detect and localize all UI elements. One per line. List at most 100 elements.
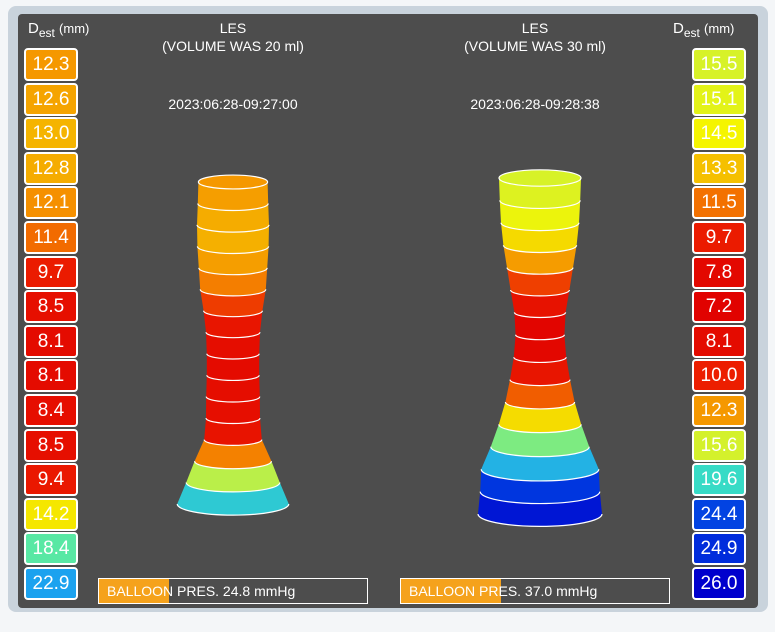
ring-line [206,374,260,382]
ring-line [515,334,565,341]
ring-line [196,224,270,233]
pressure-fill [99,579,169,603]
balloon-segment [507,267,573,296]
diameter-label: 8.4 [24,394,78,427]
diameter-label: 12.3 [692,394,746,427]
ring-line [198,267,268,276]
balloon-top [498,169,582,187]
ring-line [194,460,272,470]
ring-line [185,482,281,493]
balloon-segment [505,379,575,409]
balloon-segment [200,289,266,317]
ring-line [477,513,603,527]
balloon-segment [498,402,582,433]
diameter-label: 11.4 [24,221,78,254]
balloon-segment [198,267,268,296]
diameter-label: 13.3 [692,151,746,185]
title: LES [219,20,247,36]
diameter-label: 24.9 [692,532,746,566]
subtitle: (VOLUME WAS 20 ml) [162,38,304,54]
diameter-label: 12.8 [24,151,78,185]
diameter-label: 12.6 [24,82,78,116]
ring-line [479,491,601,505]
balloon-segment [177,482,289,516]
balloon-segment [197,224,269,254]
balloon-segment [197,182,269,211]
ring-line [206,353,260,360]
ring-line [513,356,567,364]
ring-line [500,222,580,232]
balloon-segment [206,332,260,359]
diameter-label: 15.6 [692,428,746,462]
ring-line [203,439,263,446]
balloon-segment [513,334,567,363]
right-header: Dest (mm) [673,20,734,40]
diameter-label: 8.1 [24,324,78,358]
pressure-box: BALLOON PRES. 37.0 mmHg [400,578,670,604]
header-unit: (mm) [704,21,735,36]
ring-line [199,289,267,297]
balloon-segment [206,353,260,381]
diameter-label: 15.1 [692,82,746,116]
header-subscript: est [683,26,700,40]
timestamp: 2023:06:28-09:27:00 [168,96,298,112]
header-unit: (mm) [59,21,90,36]
diameter-label: 10.0 [692,359,746,393]
balloon-segment [186,461,280,492]
pressure-label: BALLOON PRES. 37.0 mmHg [409,583,598,599]
diameter-label: 22.9 [24,567,78,600]
diameter-label: 11.5 [692,186,746,220]
ring-line [205,417,261,425]
display-panel: Dest (mm) Dest (mm) LES (VOLUME WAS 20 m… [18,14,758,608]
balloon-segment [206,396,260,424]
diameter-label: 9.7 [24,255,78,289]
balloon-segment [194,439,272,469]
diameter-label: 18.4 [24,532,78,566]
ring-line [176,503,290,516]
balloon-segment [501,222,579,253]
pressure-box: BALLOON PRES. 24.8 mmHg [98,578,368,604]
header-symbol: D [28,20,39,37]
balloon-view [176,169,603,527]
balloon-segment [206,375,260,403]
left-header: Dest (mm) [28,20,89,40]
ring-line [480,469,600,482]
balloon-segment [204,418,262,446]
subtitle: (VOLUME WAS 30 ml) [464,38,606,54]
diameter-label: 8.1 [692,324,746,358]
balloon-segment [197,203,269,233]
balloon-segment [481,446,599,481]
ring-line [203,310,263,318]
header-symbol: D [673,20,684,37]
pressure-label: BALLOON PRES. 24.8 mmHg [107,583,296,599]
ring-line [196,246,270,255]
diameter-label: 9.4 [24,463,78,497]
ring-line [502,245,578,254]
diameter-label: 14.2 [24,497,78,531]
title: LES [521,20,549,36]
ring-line [197,203,269,212]
balloon-segment [203,310,263,338]
diameter-label: 8.5 [24,428,78,462]
ring-line [509,379,571,387]
balloon-top [197,174,269,190]
ring-line [513,312,567,319]
ring-line [498,424,582,434]
balloon-segment [510,290,570,318]
diameter-label: 7.2 [692,290,746,324]
balloon-segment [490,424,590,457]
diameter-label: 13.0 [24,117,78,151]
ring-line [205,332,261,339]
diameter-label: 12.1 [24,186,78,220]
balloon-segment [514,312,566,340]
balloon-segment [503,245,577,275]
diameter-label: 26.0 [692,567,746,600]
pressure-fill [401,579,501,603]
header-subscript: est [38,26,55,40]
diameter-label: 9.7 [692,221,746,254]
balloon-segment [510,357,570,386]
diameter-label: 8.5 [24,290,78,324]
timestamp: 2023:06:28-09:28:38 [470,96,600,112]
diameter-label: 24.4 [692,497,746,531]
diameter-label: 7.8 [692,255,746,289]
